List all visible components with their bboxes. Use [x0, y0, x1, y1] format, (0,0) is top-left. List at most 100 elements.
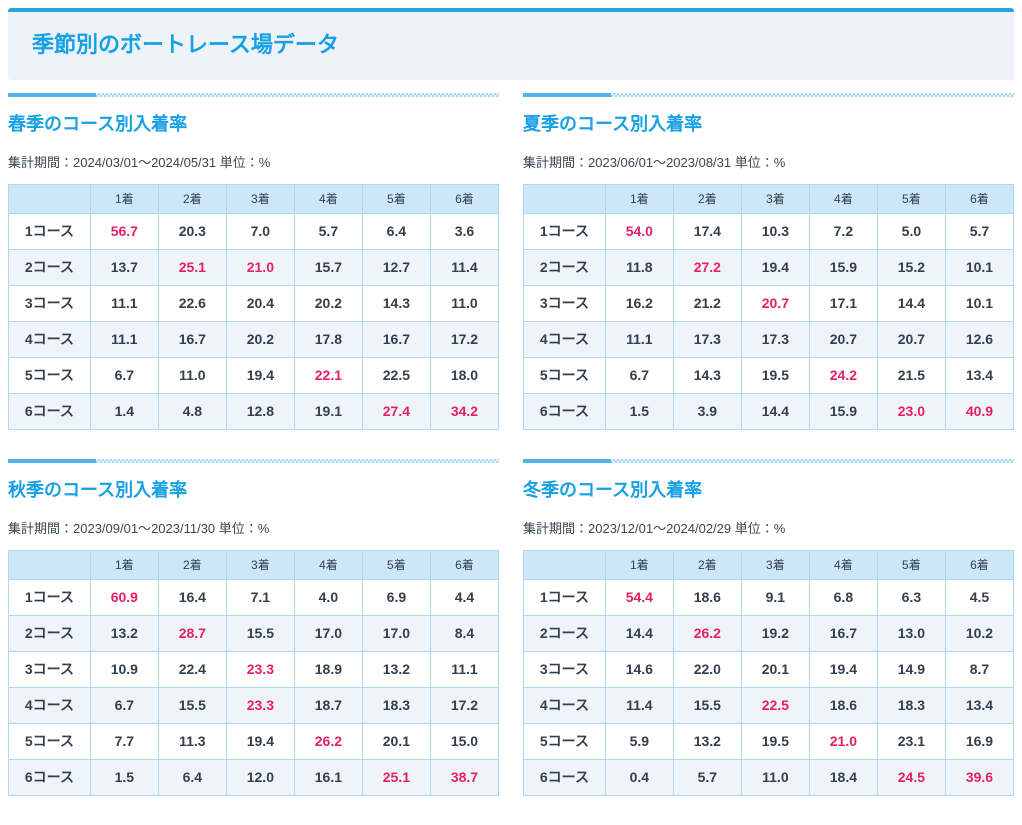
- rate-cell: 20.3: [157, 212, 227, 250]
- rate-cell: 20.1: [361, 722, 431, 760]
- rate-cell: 16.4: [157, 578, 227, 616]
- rate-cell: 54.0: [604, 212, 674, 250]
- rate-cell: 6.7: [89, 356, 159, 394]
- rate-cell: 14.4: [604, 614, 674, 652]
- rate-cell: 24.2: [808, 356, 878, 394]
- table-row: 5コース 6.7 11.0 19.4 22.1 22.5 18.0: [8, 356, 500, 394]
- section-divider: [523, 93, 1014, 98]
- table-row: 2コース 14.4 26.2 19.2 16.7 13.0 10.2: [523, 614, 1015, 652]
- rate-cell: 20.2: [293, 284, 363, 322]
- rate-cell: 21.2: [672, 284, 742, 322]
- column-header: 6着: [429, 549, 500, 580]
- rate-cell: 13.4: [944, 356, 1015, 394]
- course-label: 3コース: [523, 650, 606, 688]
- rate-cell: 22.0: [672, 650, 742, 688]
- rate-cell: 12.0: [225, 758, 295, 796]
- section-spring: 春季のコース別入着率 集計期間：2024/03/01〜2024/05/31 単位…: [8, 93, 500, 430]
- corner-header-cell: [523, 183, 606, 214]
- rate-cell: 28.7: [157, 614, 227, 652]
- section-heading: 春季のコース別入着率: [8, 114, 188, 135]
- section-heading: 冬季のコース別入着率: [523, 479, 703, 500]
- course-label: 2コース: [8, 248, 91, 286]
- column-header: 4着: [808, 183, 878, 214]
- rate-cell: 22.5: [740, 686, 810, 724]
- period-label: 集計期間：2023/09/01〜2023/11/30 単位：%: [8, 520, 270, 536]
- rate-cell: 15.5: [225, 614, 295, 652]
- rate-cell: 56.7: [89, 212, 159, 250]
- rate-cell: 23.3: [225, 686, 295, 724]
- rate-cell: 10.1: [944, 284, 1015, 322]
- column-header: 2着: [672, 183, 742, 214]
- rate-cell: 22.4: [157, 650, 227, 688]
- rate-cell: 12.8: [225, 392, 295, 430]
- rate-cell: 1.4: [89, 392, 159, 430]
- rate-cell: 11.1: [89, 320, 159, 358]
- rate-cell: 7.0: [225, 212, 295, 250]
- rate-cell: 7.2: [808, 212, 878, 250]
- rate-cell: 20.2: [225, 320, 295, 358]
- course-label: 5コース: [523, 356, 606, 394]
- table-header-row: 1着 2着 3着 4着 5着 6着: [8, 183, 500, 214]
- table-row: 4コース 11.4 15.5 22.5 18.6 18.3 13.4: [523, 686, 1015, 724]
- column-header: 5着: [876, 183, 946, 214]
- rate-cell: 27.2: [672, 248, 742, 286]
- rate-cell: 4.8: [157, 392, 227, 430]
- rate-cell: 38.7: [429, 758, 500, 796]
- rate-cell: 24.5: [876, 758, 946, 796]
- rate-cell: 27.4: [361, 392, 431, 430]
- section-heading: 夏季のコース別入着率: [523, 114, 703, 135]
- rate-cell: 18.6: [672, 578, 742, 616]
- rate-cell: 15.7: [293, 248, 363, 286]
- column-header: 1着: [89, 549, 159, 580]
- course-label: 1コース: [523, 212, 606, 250]
- rate-cell: 17.1: [808, 284, 878, 322]
- column-header: 4着: [293, 183, 363, 214]
- corner-header-cell: [8, 183, 91, 214]
- period-label: 集計期間：2023/12/01〜2024/02/29 単位：%: [523, 520, 786, 536]
- table-row: 6コース 1.4 4.8 12.8 19.1 27.4 34.2: [8, 392, 500, 430]
- rate-cell: 4.5: [944, 578, 1015, 616]
- column-header: 6着: [944, 183, 1015, 214]
- table-row: 6コース 0.4 5.7 11.0 18.4 24.5 39.6: [523, 758, 1015, 796]
- course-rate-table-autumn: 1着 2着 3着 4着 5着 6着 1コース 60.9 16.4 7.1 4.0 6.9 4…: [8, 549, 500, 796]
- rate-cell: 5.0: [876, 212, 946, 250]
- column-header: 3着: [740, 549, 810, 580]
- rate-cell: 40.9: [944, 392, 1015, 430]
- course-label: 6コース: [8, 758, 91, 796]
- rate-cell: 14.9: [876, 650, 946, 688]
- table-row: 3コース 14.6 22.0 20.1 19.4 14.9 8.7: [523, 650, 1015, 688]
- rate-cell: 21.0: [225, 248, 295, 286]
- rate-cell: 14.3: [672, 356, 742, 394]
- column-header: 5着: [361, 549, 431, 580]
- section-divider: [8, 93, 499, 98]
- column-header: 1着: [604, 549, 674, 580]
- rate-cell: 22.5: [361, 356, 431, 394]
- rate-cell: 11.4: [429, 248, 500, 286]
- rate-cell: 16.9: [944, 722, 1015, 760]
- rate-cell: 39.6: [944, 758, 1015, 796]
- rate-cell: 18.7: [293, 686, 363, 724]
- rate-cell: 19.1: [293, 392, 363, 430]
- rate-cell: 9.1: [740, 578, 810, 616]
- rate-cell: 15.0: [429, 722, 500, 760]
- course-label: 1コース: [523, 578, 606, 616]
- course-rate-table-spring: 1着 2着 3着 4着 5着 6着 1コース 56.7 20.3 7.0 5.7 6.4 3…: [8, 183, 500, 430]
- rate-cell: 19.4: [740, 248, 810, 286]
- course-label: 3コース: [8, 650, 91, 688]
- rate-cell: 13.4: [944, 686, 1015, 724]
- rate-cell: 60.9: [89, 578, 159, 616]
- rate-cell: 6.9: [361, 578, 431, 616]
- table-row: 4コース 11.1 16.7 20.2 17.8 16.7 17.2: [8, 320, 500, 358]
- rate-cell: 3.9: [672, 392, 742, 430]
- rate-cell: 13.2: [672, 722, 742, 760]
- rate-cell: 4.4: [429, 578, 500, 616]
- rate-cell: 19.4: [225, 722, 295, 760]
- corner-header-cell: [8, 549, 91, 580]
- table-row: 2コース 11.8 27.2 19.4 15.9 15.2 10.1: [523, 248, 1015, 286]
- rate-cell: 23.3: [225, 650, 295, 688]
- rate-cell: 19.2: [740, 614, 810, 652]
- course-label: 5コース: [523, 722, 606, 760]
- rate-cell: 14.4: [740, 392, 810, 430]
- column-header: 6着: [429, 183, 500, 214]
- rate-cell: 18.0: [429, 356, 500, 394]
